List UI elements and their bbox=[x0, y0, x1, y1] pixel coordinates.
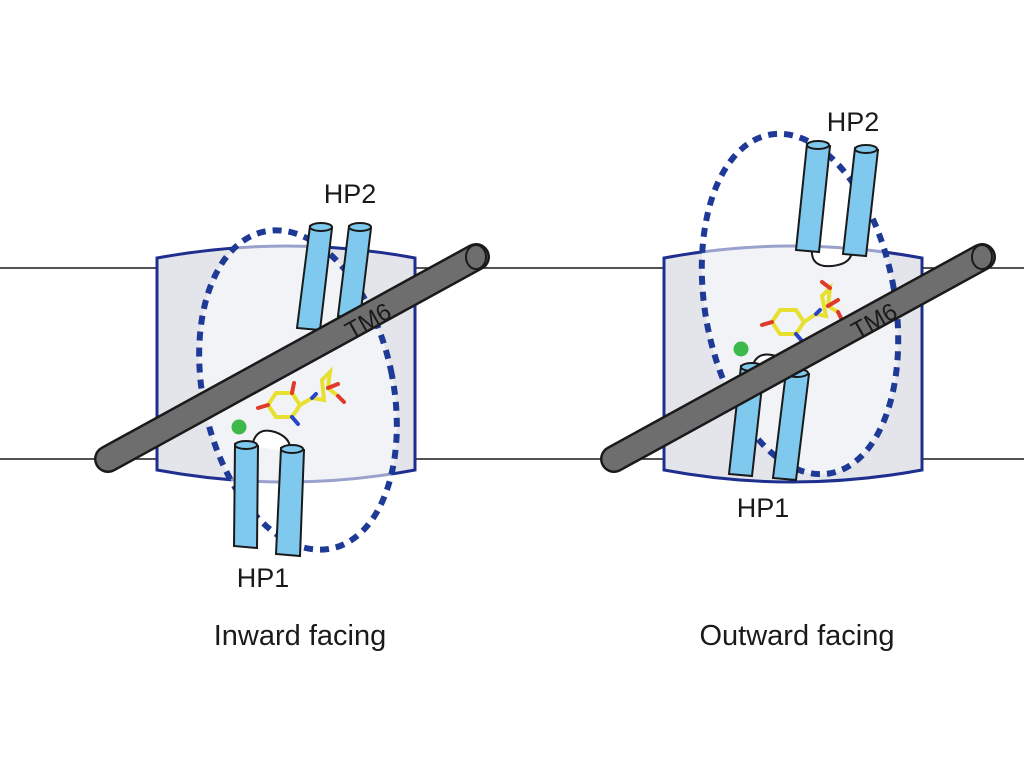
outward-facing-caption: Outward facing bbox=[647, 620, 947, 653]
hp2-helix-cap bbox=[310, 223, 332, 231]
hp1-helix bbox=[234, 444, 258, 548]
hp2-helix-cap bbox=[349, 223, 371, 231]
panel-outward-facing: HP2 HP1 TM6 bbox=[614, 107, 992, 523]
hp1-helix-cap bbox=[281, 445, 303, 453]
sodium-ion bbox=[232, 420, 247, 435]
hp1-helix bbox=[276, 448, 304, 556]
tm6-rod-end bbox=[972, 245, 992, 269]
hp2-helix-cap bbox=[855, 145, 877, 153]
hp1-label: HP1 bbox=[737, 493, 790, 523]
panel-inward-facing: HP2 HP1 TM6 bbox=[108, 179, 486, 593]
hp2-label: HP2 bbox=[827, 107, 880, 137]
tm6-rod-end bbox=[466, 245, 486, 269]
hp1-helix-cap bbox=[235, 441, 257, 449]
hp2-helix-cap bbox=[807, 141, 829, 149]
sodium-ion bbox=[734, 342, 749, 357]
inward-facing-caption: Inward facing bbox=[150, 620, 450, 653]
hp2-label: HP2 bbox=[324, 179, 377, 209]
hp1-label: HP1 bbox=[237, 563, 290, 593]
